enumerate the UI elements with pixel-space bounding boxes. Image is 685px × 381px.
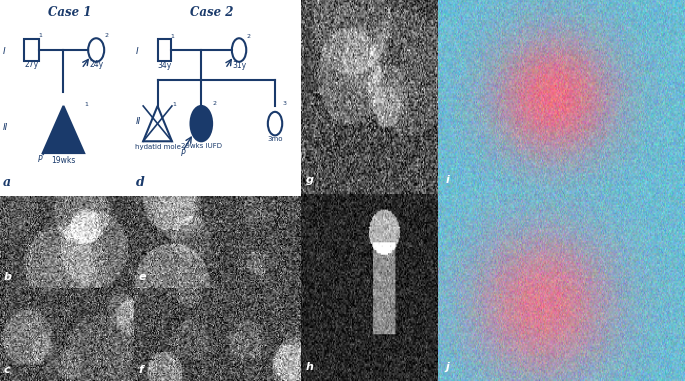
- Text: h: h: [306, 362, 313, 372]
- Text: hydatid mole: hydatid mole: [135, 144, 180, 150]
- Text: a: a: [3, 176, 11, 189]
- Text: b: b: [4, 272, 12, 282]
- Text: d: d: [136, 176, 145, 189]
- Bar: [158, 39, 171, 61]
- Text: II: II: [3, 123, 8, 132]
- Circle shape: [190, 106, 212, 141]
- Text: I: I: [136, 46, 138, 56]
- Text: 1: 1: [171, 34, 175, 39]
- Text: 29wks IUFD: 29wks IUFD: [181, 143, 222, 149]
- Text: II: II: [136, 117, 141, 126]
- Text: 3: 3: [282, 101, 286, 106]
- Text: 31y: 31y: [232, 61, 246, 70]
- Text: 1: 1: [85, 102, 88, 107]
- Text: Case 1: Case 1: [48, 6, 91, 19]
- Text: j: j: [446, 362, 449, 372]
- Text: f: f: [138, 365, 143, 375]
- Circle shape: [88, 38, 104, 62]
- Text: 1: 1: [39, 33, 42, 38]
- Text: 2: 2: [247, 34, 250, 39]
- Polygon shape: [42, 106, 84, 153]
- Text: 19wks: 19wks: [51, 156, 75, 165]
- Circle shape: [268, 112, 282, 135]
- Text: 3mo: 3mo: [267, 136, 283, 142]
- Text: 27y: 27y: [25, 60, 38, 69]
- Text: e: e: [138, 272, 146, 282]
- Text: c: c: [4, 365, 11, 375]
- Polygon shape: [143, 106, 172, 141]
- Text: I: I: [3, 46, 5, 56]
- Text: Case 2: Case 2: [190, 6, 233, 19]
- Text: i: i: [446, 174, 449, 185]
- Bar: [24, 39, 39, 61]
- Circle shape: [232, 38, 247, 62]
- Text: 34y: 34y: [157, 61, 171, 70]
- Text: g: g: [306, 174, 314, 185]
- Text: P: P: [180, 149, 185, 158]
- Text: 1: 1: [173, 102, 177, 107]
- Text: P: P: [38, 155, 42, 164]
- Text: 2: 2: [104, 33, 108, 38]
- Text: 2: 2: [212, 101, 216, 106]
- Text: 24y: 24y: [89, 60, 103, 69]
